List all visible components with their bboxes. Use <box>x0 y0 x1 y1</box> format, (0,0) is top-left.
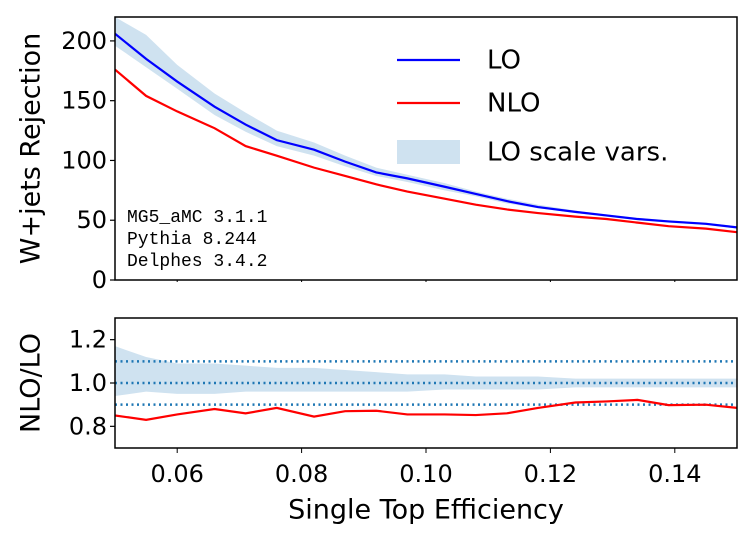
x-tick-label: 0.08 <box>275 460 328 488</box>
scale-band <box>115 346 737 396</box>
x-tick-label: 0.10 <box>399 460 452 488</box>
legend-label: LO scale vars. <box>487 138 668 168</box>
x-axis-label: Single Top Efficiency <box>288 495 564 526</box>
y-tick-label: 100 <box>61 146 107 174</box>
y-tick-label: 50 <box>76 206 107 234</box>
series-line <box>115 32 737 229</box>
legend-swatch <box>397 140 460 164</box>
annotation: Delphes 3.4.2 <box>127 252 267 272</box>
legend-label: LO <box>487 46 521 76</box>
y-axis-label: NLO/LO <box>16 333 47 433</box>
y-tick-label: 150 <box>61 87 107 115</box>
y-tick-label: 200 <box>61 27 107 55</box>
y-tick-label: 0 <box>92 266 107 294</box>
plot-area <box>115 346 737 421</box>
annotation: Pythia 8.244 <box>127 230 257 250</box>
y-tick-label: 1.2 <box>69 326 107 354</box>
x-tick-label: 0.06 <box>150 460 203 488</box>
x-tick-label: 0.14 <box>648 460 701 488</box>
y-tick-label: 1.0 <box>69 369 107 397</box>
legend-label: NLO <box>487 89 540 119</box>
plot-area <box>115 17 737 234</box>
y-axis-label: W+jets Rejection <box>16 33 47 265</box>
annotation: MG5_aMC 3.1.1 <box>127 208 267 228</box>
series-line <box>115 398 737 421</box>
y-tick-label: 0.8 <box>69 412 107 440</box>
x-tick-label: 0.12 <box>524 460 577 488</box>
scale-band <box>115 17 737 229</box>
series-line <box>115 68 737 234</box>
